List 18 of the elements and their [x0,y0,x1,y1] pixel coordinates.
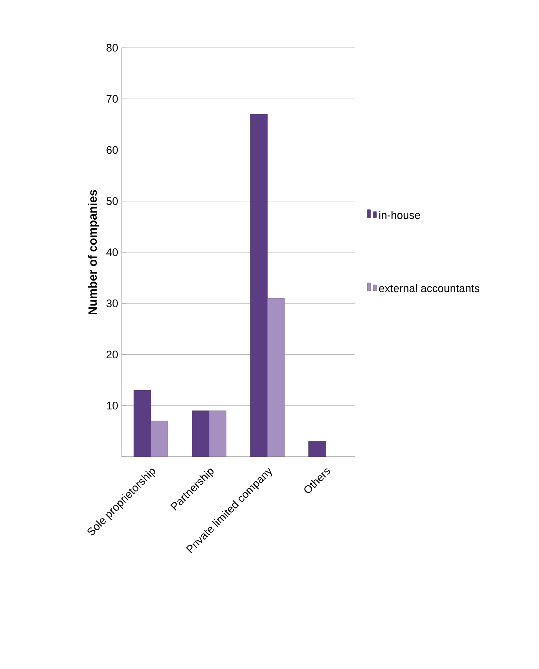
y-tick-label: 10 [107,402,118,410]
y-tick-label: 70 [106,95,118,104]
y-axis-title: Number of companies [88,190,100,314]
bar [209,410,227,457]
y-tick-label: 30 [106,300,118,308]
bar [267,298,285,457]
bar [250,114,268,457]
legend-label: in-house [380,211,420,220]
legend-label: external accountants [379,284,480,292]
bar [134,390,152,457]
bar [308,441,326,457]
y-tick-label: 60 [106,146,118,154]
y-tick-label: 80 [106,44,118,52]
bar [192,410,210,457]
bar [150,421,168,457]
y-tick-label: 20 [106,350,118,359]
y-tick-label: 40 [106,248,118,256]
y-tick-label: 50 [106,198,118,206]
